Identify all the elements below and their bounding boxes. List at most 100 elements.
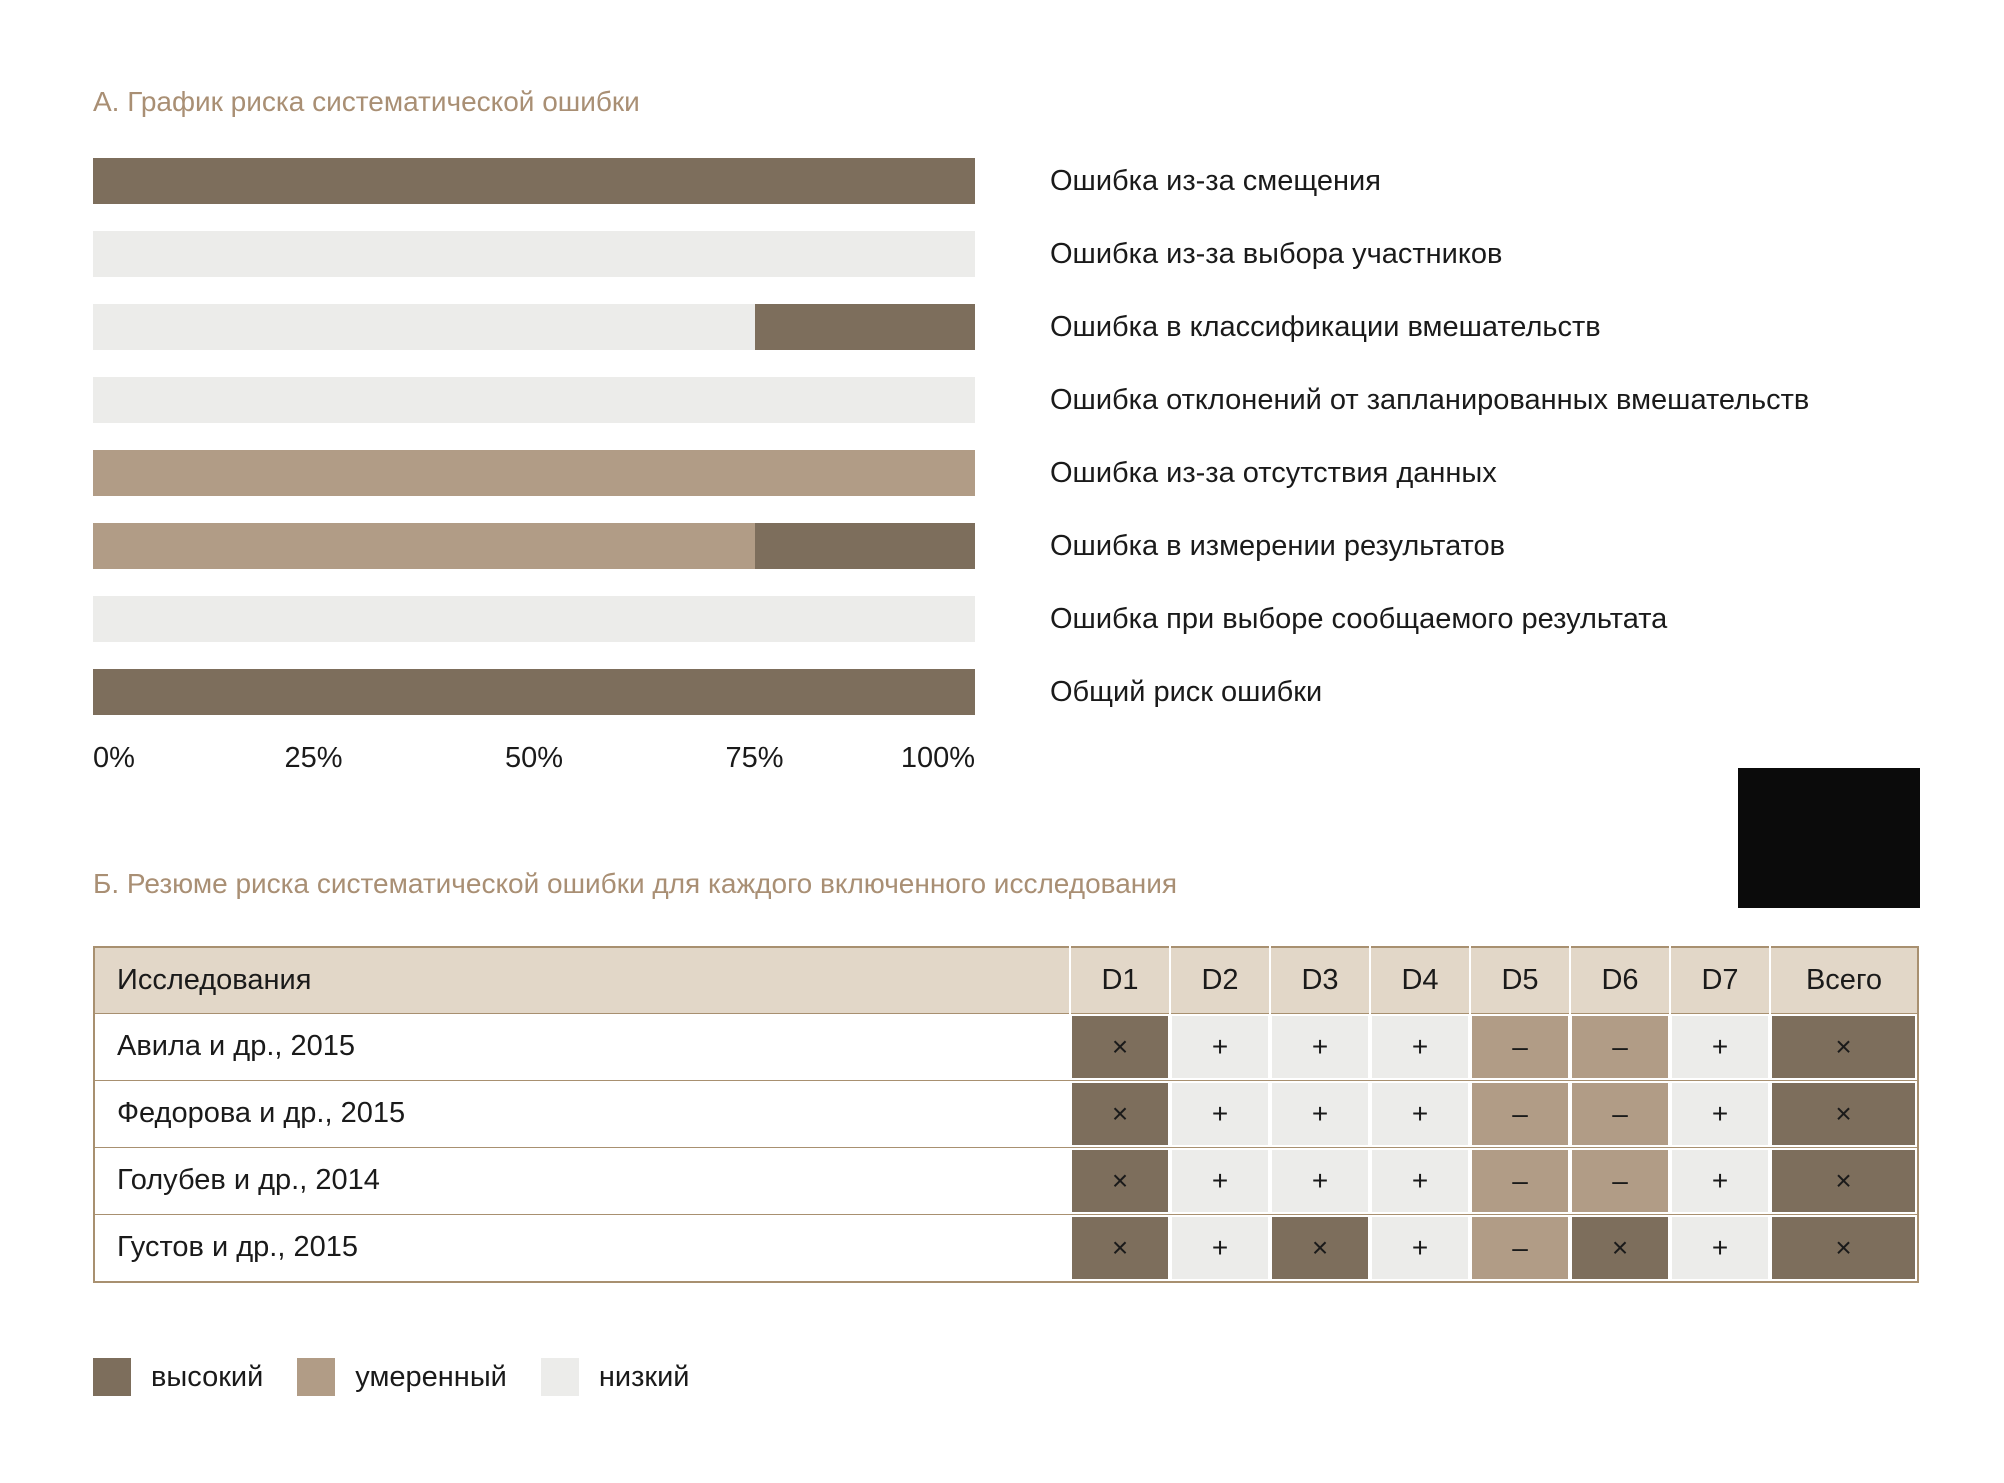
legend-swatch-high [93,1358,131,1396]
x-axis-tick: 0% [93,742,135,774]
risk-symbol: – [1572,1149,1668,1212]
legend-label: высокий [151,1360,264,1393]
risk-cell-low: + [1270,1012,1370,1080]
risk-symbol: – [1572,1015,1668,1078]
risk-symbol: × [1772,1015,1915,1078]
x-axis-tick: 50% [504,742,564,774]
bar-segment-low [93,231,975,277]
risk-cell-moderate: – [1470,1012,1570,1080]
section-a-title: А. График риска систематической ошибки [93,86,640,117]
bar-segment-high [93,669,975,715]
legend-swatch-low [540,1358,579,1396]
risk-symbol: – [1472,1149,1568,1212]
column-header-D4: D4 [1370,947,1471,1014]
bar-segment-moderate [93,523,755,569]
legend-item-moderate: умеренный [297,1358,507,1396]
risk-cell-high: × [1770,1146,1918,1214]
legend-label: умеренный [355,1360,507,1393]
risk-cell-low: + [1670,1012,1770,1080]
risk-cell-high: × [1070,1079,1170,1147]
risk-symbol: × [1272,1216,1368,1279]
section-b-title: Б. Резюме риска систематической ошибки д… [93,868,1178,899]
risk-symbol: × [1072,1216,1168,1279]
bar-row: Ошибка при выборе сообщаемого результата [93,596,1993,642]
risk-cell-low: + [1170,1146,1270,1214]
risk-cell-moderate: – [1470,1213,1570,1282]
table-row: Авила и др., 2015 × + + + – – + × [94,1012,1918,1080]
column-header-D6: D6 [1570,947,1671,1014]
risk-symbol: + [1272,1149,1368,1212]
risk-cell-moderate: – [1570,1079,1670,1147]
bar-row: Ошибка из-за выбора участников [93,231,1993,277]
risk-symbol: × [1072,1149,1168,1212]
risk-symbol: + [1172,1149,1268,1212]
stacked-bar [93,158,975,204]
risk-cell-low: + [1670,1079,1770,1147]
risk-symbol: + [1672,1082,1768,1145]
risk-cell-moderate: – [1570,1012,1670,1080]
table-row: Голубев и др., 2014 × + + + – – + × [94,1146,1918,1214]
table-header-row: Исследования D1 D2 D3 D4 D5 D6 D7 Всего [94,947,1918,1014]
legend-swatch-moderate [297,1358,336,1396]
risk-symbol: + [1272,1082,1368,1145]
risk-cell-moderate: – [1470,1146,1570,1214]
bar-category-label: Ошибка из-за смещения [1050,164,1381,197]
bar-category-label: Ошибка при выборе сообщаемого результата [1050,602,1668,635]
legend-item-high: высокий [93,1358,263,1396]
legend: высокий умеренный низкий [93,1358,689,1396]
stacked-bar [93,377,975,423]
risk-symbol: + [1372,1082,1468,1145]
column-header-Всего: Всего [1770,947,1918,1014]
risk-cell-low: + [1170,1012,1270,1080]
risk-symbol: × [1772,1149,1915,1212]
risk-symbol: + [1672,1015,1768,1078]
study-name: Густов и др., 2015 [94,1213,1070,1282]
bar-row: Общий риск ошибки [93,669,1993,715]
risk-symbol: – [1472,1015,1568,1078]
legend-item-low: низкий [540,1358,689,1396]
bar-row: Ошибка в классификации вмешательств [93,304,1993,350]
table-row: Федорова и др., 2015 × + + + – – + × [94,1079,1918,1147]
risk-symbol: – [1472,1216,1568,1279]
risk-symbol: × [1772,1082,1915,1145]
risk-cell-high: × [1070,1213,1170,1282]
x-axis-tick: 75% [725,742,784,774]
risk-cell-low: + [1370,1079,1470,1147]
column-header-study: Исследования [94,947,1071,1014]
column-header-D5: D5 [1470,947,1571,1014]
risk-symbol: + [1372,1015,1468,1078]
risk-symbol: + [1372,1149,1468,1212]
study-name: Голубев и др., 2014 [94,1146,1070,1214]
risk-cell-low: + [1370,1012,1470,1080]
column-header-D1: D1 [1070,947,1171,1014]
bar-segment-low [93,596,975,642]
risk-cell-low: + [1270,1079,1370,1147]
column-header-D2: D2 [1170,947,1271,1014]
risk-cell-high: × [1270,1213,1370,1282]
study-name: Федорова и др., 2015 [94,1079,1070,1147]
risk-symbol: × [1072,1082,1168,1145]
risk-cell-high: × [1070,1146,1170,1214]
table-row: Густов и др., 2015 × + × + – × + × [94,1213,1918,1282]
risk-cell-high: × [1770,1079,1918,1147]
risk-symbol: – [1472,1082,1568,1145]
stacked-bar [93,450,975,496]
bar-row: Ошибка отклонений от запланированных вме… [93,377,1993,423]
risk-symbol: × [1772,1216,1915,1279]
stacked-bar [93,669,975,715]
risk-cell-low: + [1670,1146,1770,1214]
risk-of-bias-bar-chart: Ошибка из-за смещения Ошибка из-за выбора… [93,158,1993,782]
bar-segment-moderate [93,450,975,496]
risk-cell-low: + [1270,1146,1370,1214]
risk-cell-low: + [1370,1213,1470,1282]
risk-symbol: × [1072,1015,1168,1078]
bar-segment-high [93,158,975,204]
column-header-D3: D3 [1270,947,1371,1014]
risk-cell-low: + [1670,1213,1770,1282]
stacked-bar [93,231,975,277]
bar-segment-low [93,377,975,423]
stacked-bar [93,304,975,350]
column-header-D7: D7 [1670,947,1771,1014]
bar-category-label: Ошибка отклонений от запланированных вме… [1050,383,1810,416]
